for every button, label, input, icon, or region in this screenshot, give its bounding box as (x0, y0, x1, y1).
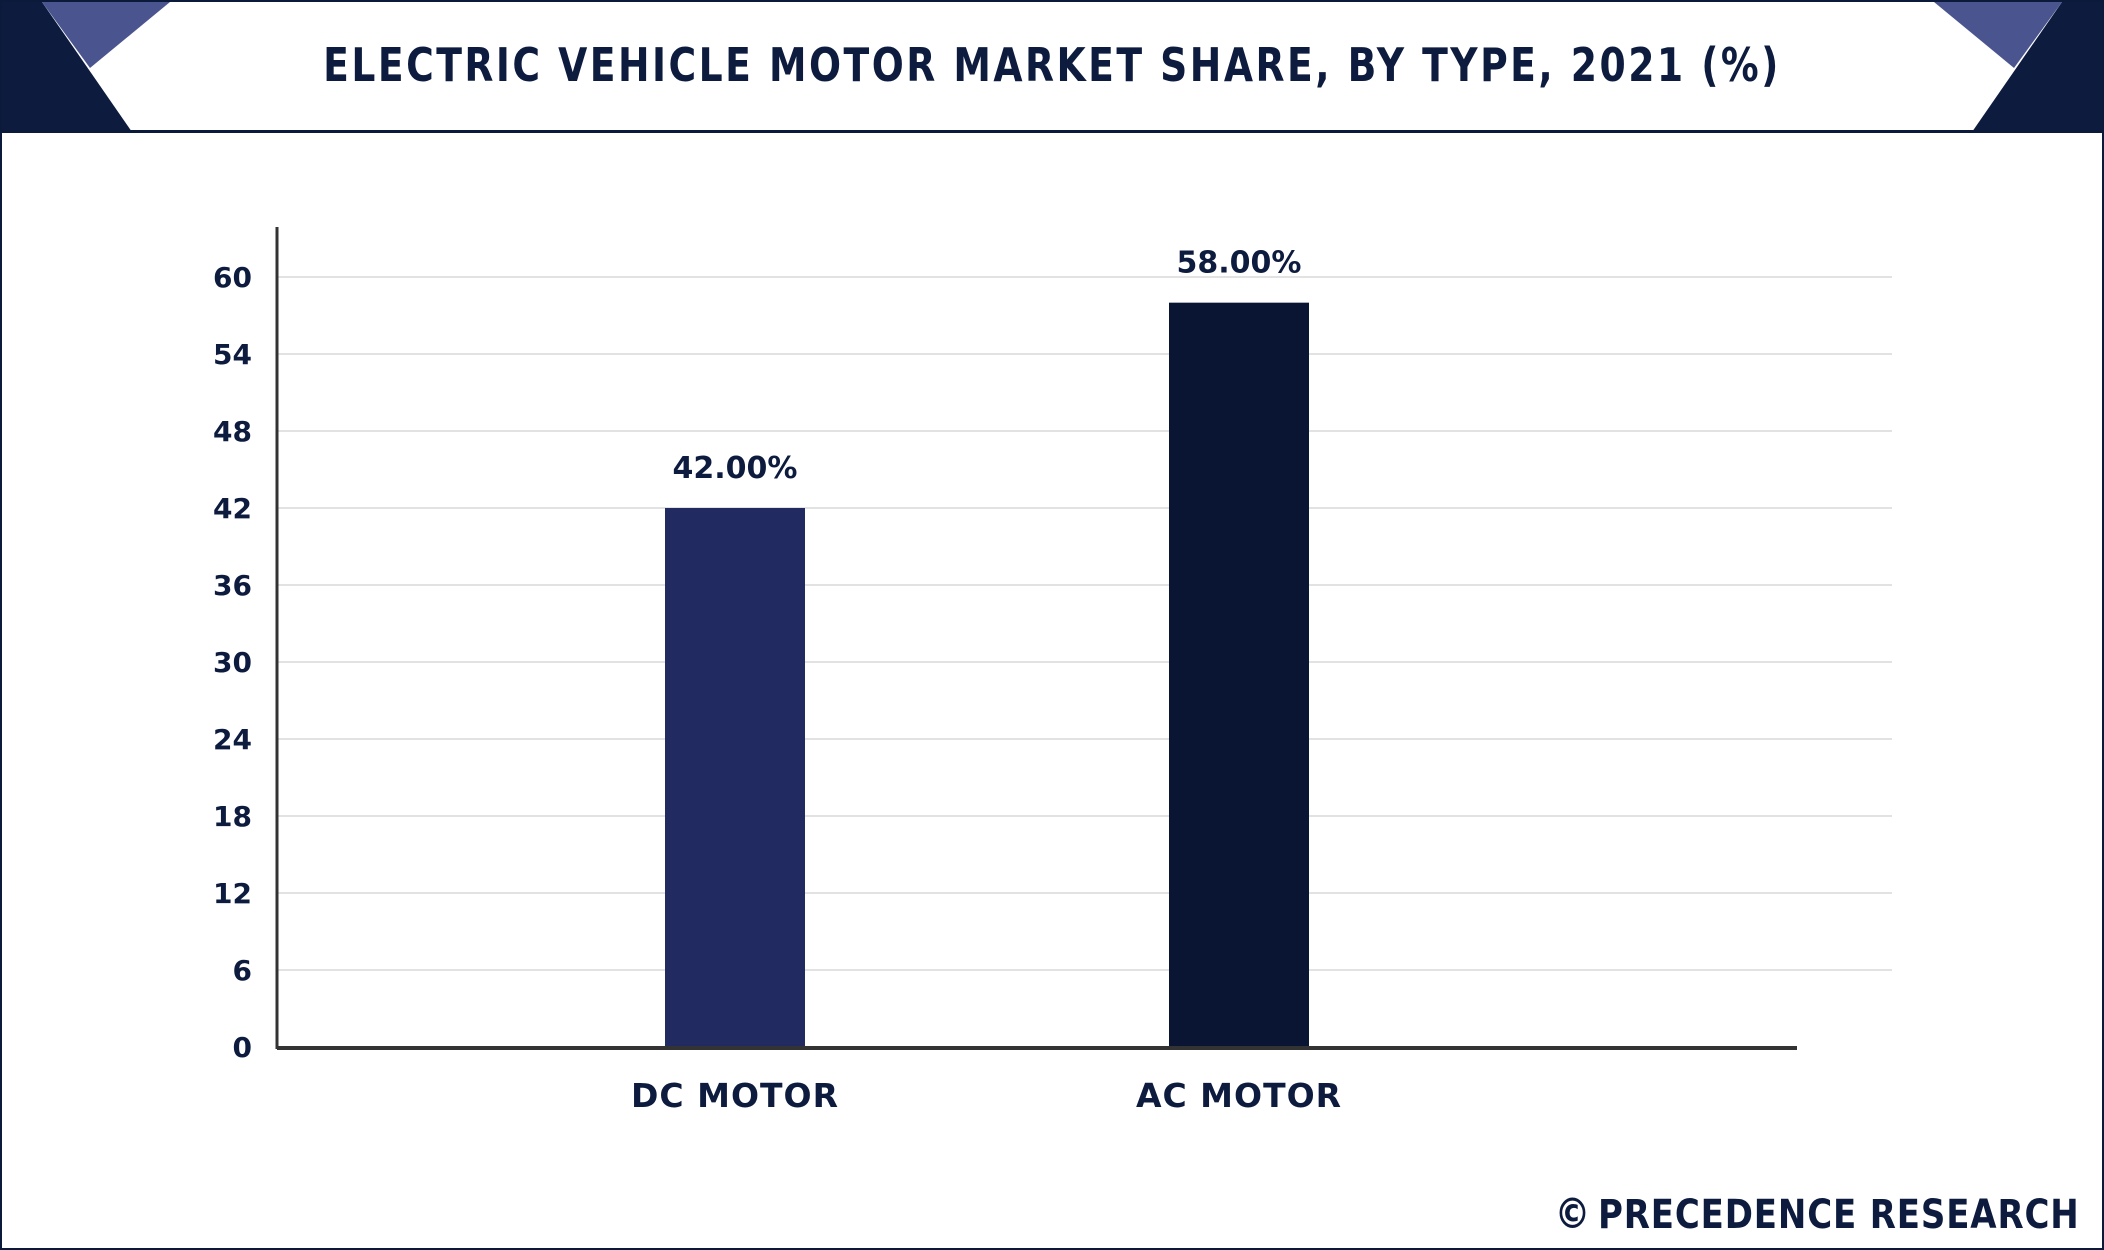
y-tick-label-18: 18 (213, 800, 252, 833)
y-tick-label-0: 0 (233, 1031, 252, 1064)
value-label-ac-motor: 58.00% (1177, 246, 1302, 281)
value-label-dc-motor: 42.00% (673, 451, 798, 486)
left-corner-decoration (2, 2, 170, 132)
y-tick-label-42: 42 (213, 492, 252, 525)
y-tick-label-12: 12 (213, 877, 252, 910)
brand-name: PRECEDENCE RESEARCH (1598, 1192, 2080, 1238)
y-tick-label-54: 54 (213, 338, 252, 371)
y-tick-label-60: 60 (213, 261, 252, 294)
x-tick-label-ac-motor: AC MOTOR (1136, 1076, 1342, 1115)
header-banner (2, 2, 2102, 132)
bar-dc-motor (665, 508, 805, 1047)
y-tick-label-30: 30 (213, 646, 252, 679)
left-corner-dark-triangle (2, 2, 132, 132)
left-corner-light-triangle (42, 2, 170, 68)
brand-footer: © PRECEDENCE RESEARCH (1555, 1189, 2080, 1238)
y-tick-label-48: 48 (213, 415, 252, 448)
copyright-symbol: © (1555, 1189, 1592, 1238)
right-corner-dark-triangle (1972, 2, 2102, 132)
x-tick-label-dc-motor: DC MOTOR (631, 1076, 839, 1115)
chart-title: ELECTRIC VEHICLE MOTOR MARKET SHARE, BY … (323, 38, 1781, 92)
right-corner-decoration (1934, 2, 2102, 132)
right-corner-light-triangle (1934, 2, 2062, 68)
bar-ac-motor (1169, 302, 1309, 1048)
header-divider (2, 130, 2102, 133)
y-tick-label-6: 6 (233, 954, 252, 987)
y-tick-label-24: 24 (213, 723, 252, 756)
y-tick-label-36: 36 (213, 569, 252, 602)
